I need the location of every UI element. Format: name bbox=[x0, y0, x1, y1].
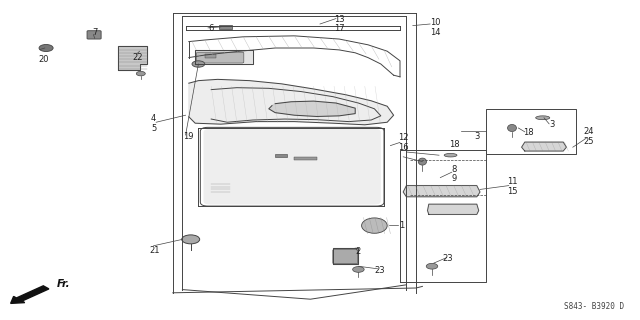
Text: 1: 1 bbox=[399, 221, 404, 230]
Text: 15: 15 bbox=[507, 187, 517, 196]
Bar bbox=[205, 54, 216, 58]
Text: 7: 7 bbox=[92, 28, 97, 36]
FancyArrow shape bbox=[11, 286, 49, 303]
Text: 16: 16 bbox=[398, 143, 408, 152]
Text: 23: 23 bbox=[374, 266, 385, 275]
Text: 5: 5 bbox=[151, 124, 156, 132]
Text: 21: 21 bbox=[150, 246, 160, 255]
Text: 10: 10 bbox=[430, 18, 440, 27]
Circle shape bbox=[192, 61, 205, 67]
Text: 17: 17 bbox=[334, 24, 344, 33]
Text: 12: 12 bbox=[398, 133, 408, 142]
Text: 24: 24 bbox=[584, 127, 594, 136]
Text: 19: 19 bbox=[184, 132, 194, 140]
FancyBboxPatch shape bbox=[87, 31, 101, 39]
Bar bbox=[275, 154, 287, 157]
Text: 6: 6 bbox=[209, 24, 214, 33]
Text: 18: 18 bbox=[449, 140, 460, 149]
Ellipse shape bbox=[419, 158, 427, 165]
Circle shape bbox=[136, 71, 145, 76]
Polygon shape bbox=[195, 50, 253, 64]
Polygon shape bbox=[333, 248, 358, 264]
Polygon shape bbox=[269, 101, 355, 116]
Bar bbox=[219, 25, 232, 29]
Text: 14: 14 bbox=[430, 28, 440, 36]
Text: 9: 9 bbox=[452, 174, 457, 183]
Polygon shape bbox=[522, 142, 566, 151]
Polygon shape bbox=[189, 79, 394, 125]
Ellipse shape bbox=[508, 124, 516, 132]
Bar bbox=[294, 157, 317, 160]
Polygon shape bbox=[403, 186, 480, 197]
Text: 3: 3 bbox=[474, 132, 479, 140]
Circle shape bbox=[353, 267, 364, 272]
Text: 18: 18 bbox=[523, 128, 533, 137]
Text: 2: 2 bbox=[356, 247, 361, 256]
Circle shape bbox=[39, 44, 53, 52]
FancyBboxPatch shape bbox=[333, 250, 358, 264]
Ellipse shape bbox=[536, 116, 550, 120]
FancyBboxPatch shape bbox=[196, 52, 244, 63]
Text: S843- B3920 D: S843- B3920 D bbox=[564, 302, 624, 311]
Ellipse shape bbox=[444, 154, 457, 157]
Polygon shape bbox=[428, 204, 479, 214]
Text: 11: 11 bbox=[507, 177, 517, 186]
Ellipse shape bbox=[362, 218, 387, 233]
Text: 22: 22 bbox=[132, 53, 143, 62]
Circle shape bbox=[182, 235, 200, 244]
Polygon shape bbox=[118, 46, 147, 70]
Text: 3: 3 bbox=[549, 120, 554, 129]
Text: 20: 20 bbox=[38, 55, 49, 64]
FancyBboxPatch shape bbox=[204, 129, 381, 204]
Text: 25: 25 bbox=[584, 137, 594, 146]
Text: 8: 8 bbox=[452, 165, 457, 174]
Text: 13: 13 bbox=[334, 15, 344, 24]
Text: 23: 23 bbox=[443, 254, 453, 263]
Text: 4: 4 bbox=[151, 114, 156, 123]
Text: Fr.: Fr. bbox=[56, 279, 70, 289]
Circle shape bbox=[426, 263, 438, 269]
